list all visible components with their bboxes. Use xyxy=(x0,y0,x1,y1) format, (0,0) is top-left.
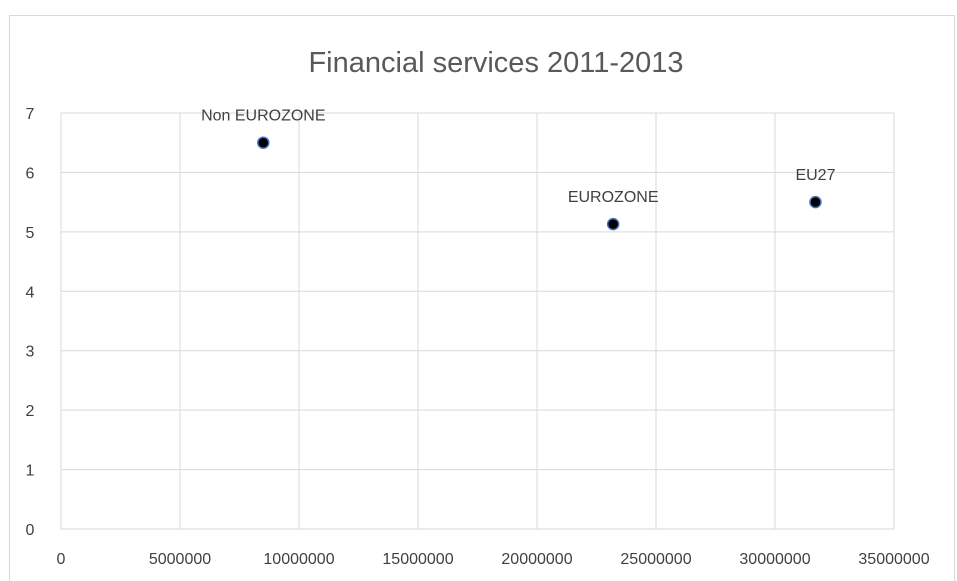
y-tick-label: 4 xyxy=(26,284,35,301)
y-tick-label: 1 xyxy=(26,463,35,480)
data-label: EU27 xyxy=(795,167,835,184)
data-point xyxy=(257,136,270,149)
x-tick-label: 0 xyxy=(57,551,66,568)
x-tick-label: 15000000 xyxy=(382,551,453,568)
y-tick-label: 0 xyxy=(26,522,35,539)
data-point xyxy=(606,217,620,231)
y-axis-ticks: 0 1 2 3 4 5 6 7 xyxy=(26,106,35,539)
chart-area xyxy=(9,15,955,581)
x-tick-label: 20000000 xyxy=(501,551,572,568)
data-label: Non EUROZONE xyxy=(201,108,325,125)
y-tick-label: 3 xyxy=(26,344,35,361)
x-tick-label: 25000000 xyxy=(620,551,691,568)
y-tick-label: 6 xyxy=(26,165,35,182)
chart-title: Financial services 2011-2013 xyxy=(308,47,683,79)
data-labels: Non EUROZONE EUROZONE EU27 xyxy=(201,108,836,206)
data-point xyxy=(809,195,822,209)
y-tick-label: 7 xyxy=(26,106,35,123)
x-tick-label: 5000000 xyxy=(149,551,211,568)
data-label: EUROZONE xyxy=(568,189,659,206)
x-axis-ticks: 0 5000000 10000000 15000000 20000000 25000000… xyxy=(57,551,930,568)
data-points xyxy=(257,136,822,231)
x-tick-label: 35000000 xyxy=(858,551,929,568)
x-tick-label: 30000000 xyxy=(739,551,810,568)
grid-lines xyxy=(60,112,895,530)
y-tick-label: 2 xyxy=(26,403,35,420)
x-tick-label: 10000000 xyxy=(263,551,334,568)
y-tick-label: 5 xyxy=(26,225,35,242)
